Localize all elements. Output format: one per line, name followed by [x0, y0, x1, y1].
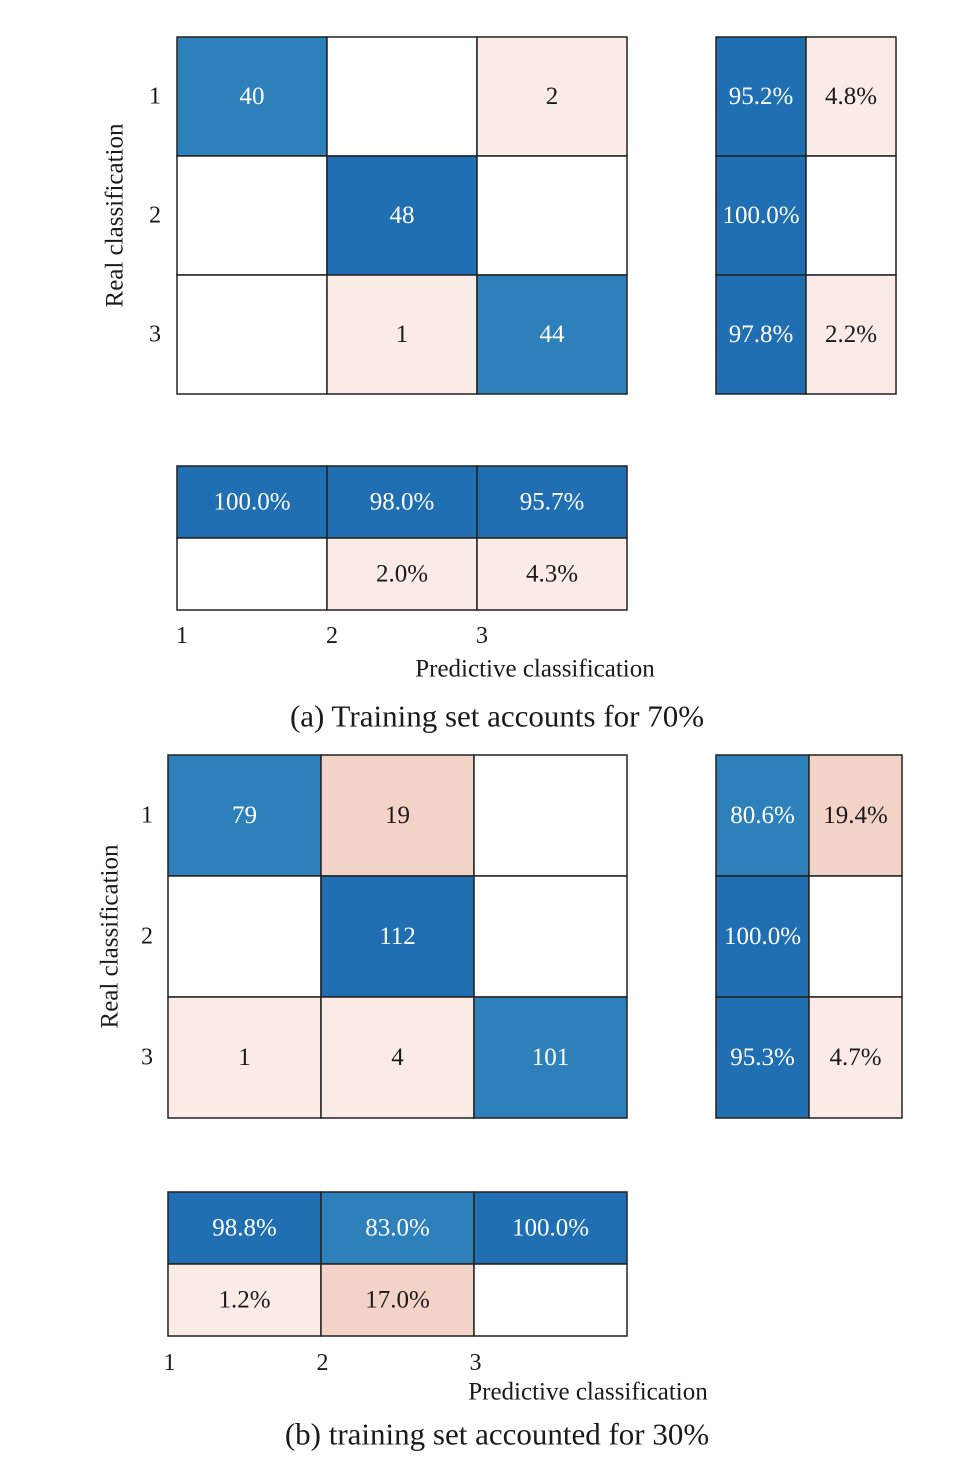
y-axis-label: Real classification: [102, 123, 129, 307]
x-tick-label: 1: [164, 1350, 176, 1376]
row-summary-value: 95.2%: [729, 83, 794, 110]
row-summary-value: 80.6%: [730, 802, 795, 829]
matrix-cell-value: 19: [385, 802, 410, 829]
matrix-cell: [320, 875, 475, 998]
row-summary-cell: [808, 875, 903, 998]
col-summary-cell: [326, 537, 478, 611]
matrix-cell-value: 112: [379, 923, 416, 950]
x-tick-label: 2: [317, 1350, 329, 1376]
col-summary-cell: [476, 537, 628, 611]
matrix-cell-value: 79: [232, 802, 257, 829]
panel-a: 40 2 48 1 44 95.2% 4.8% 100.0% 97.8% 2.2% 100.0% 98…: [102, 36, 897, 734]
matrix-cell: [476, 155, 628, 276]
panel-caption: (b) training set accounted for 30%: [285, 1417, 709, 1452]
matrix-cell: [326, 274, 478, 395]
matrix-cell: [176, 36, 328, 157]
col-summary-cell: [176, 537, 328, 611]
col-summary-value: 100.0%: [213, 489, 290, 516]
matrix-cell: [326, 36, 478, 157]
col-summary-cell: [320, 1263, 475, 1337]
col-summary-value: 17.0%: [365, 1287, 430, 1314]
row-summary-value: 95.3%: [730, 1044, 795, 1071]
matrix-cell-value: 1: [396, 321, 409, 348]
x-tick-label: 1: [176, 623, 188, 649]
row-summary-value: 97.8%: [729, 321, 794, 348]
col-summary-cell: [167, 1191, 322, 1265]
row-summary-value: 19.4%: [823, 802, 888, 829]
matrix-cell-value: 48: [390, 202, 415, 229]
matrix-cell: [476, 36, 628, 157]
y-tick-label: 2: [141, 924, 153, 950]
x-tick-label: 2: [326, 623, 338, 649]
matrix-cell: [176, 274, 328, 395]
matrix-cell: [320, 996, 475, 1119]
row-summary-cell: [715, 155, 807, 276]
matrix-cell: [476, 274, 628, 395]
row-summary-value: 4.8%: [825, 83, 877, 110]
matrix-cell-value: 101: [532, 1044, 570, 1071]
y-tick-label: 3: [141, 1045, 153, 1071]
row-summary-cell: [805, 274, 897, 395]
matrix-cell-value: 44: [540, 321, 566, 348]
row-summary-cell: [715, 754, 810, 877]
matrix-cell: [473, 996, 628, 1119]
y-tick-label: 1: [141, 803, 153, 829]
matrix-cell: [473, 754, 628, 877]
col-summary-value: 1.2%: [218, 1287, 270, 1314]
col-summary-value: 95.7%: [520, 489, 585, 516]
y-tick-label: 2: [149, 203, 161, 229]
row-summary-cell: [808, 754, 903, 877]
row-summary-cell: [715, 36, 807, 157]
matrix-cell: [326, 155, 478, 276]
col-summary-value: 4.3%: [526, 561, 578, 588]
col-summary-value: 98.8%: [212, 1215, 277, 1242]
row-summary-cell: [715, 274, 807, 395]
row-summary-cell: [805, 155, 897, 276]
col-summary-value: 98.0%: [370, 489, 435, 516]
x-axis-label: Predictive classification: [415, 656, 655, 683]
panel-caption: (a) Training set accounts for 70%: [290, 699, 704, 734]
row-summary-value: 100.0%: [722, 202, 799, 229]
row-summary-cell: [808, 996, 903, 1119]
matrix-cell: [167, 875, 322, 998]
matrix-cell: [473, 875, 628, 998]
col-summary-cell: [320, 1191, 475, 1265]
matrix-cell: [167, 996, 322, 1119]
row-summary-cell: [715, 996, 810, 1119]
col-summary-cell: [326, 465, 478, 539]
matrix-cell-value: 40: [240, 83, 265, 110]
matrix-cell: [176, 155, 328, 276]
y-tick-label: 1: [149, 84, 161, 110]
matrix-cell: [167, 754, 322, 877]
x-tick-label: 3: [470, 1350, 482, 1376]
y-tick-label: 3: [149, 322, 161, 348]
matrix-cell-value: 1: [238, 1044, 251, 1071]
row-summary-value: 2.2%: [825, 321, 877, 348]
col-summary-value: 100.0%: [512, 1215, 589, 1242]
col-summary-value: 83.0%: [365, 1215, 430, 1242]
col-summary-value: 2.0%: [376, 561, 428, 588]
matrix-cell: [320, 754, 475, 877]
x-axis-label: Predictive classification: [468, 1379, 708, 1406]
row-summary-value: 4.7%: [829, 1044, 881, 1071]
row-summary-value: 100.0%: [724, 923, 801, 950]
x-tick-label: 3: [476, 623, 488, 649]
y-axis-label: Real classification: [97, 844, 124, 1028]
matrix-cell-value: 2: [546, 83, 559, 110]
matrix-cell-value: 4: [391, 1044, 404, 1071]
col-summary-cell: [473, 1263, 628, 1337]
col-summary-cell: [473, 1191, 628, 1265]
